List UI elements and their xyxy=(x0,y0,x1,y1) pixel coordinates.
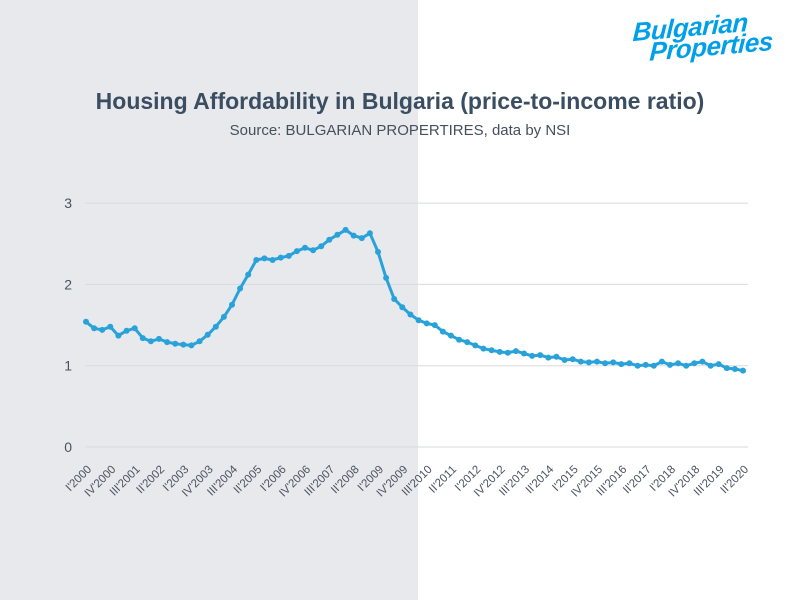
svg-text:II'2002: II'2002 xyxy=(134,464,167,497)
svg-text:3: 3 xyxy=(64,195,72,211)
svg-text:II'2020: II'2020 xyxy=(718,464,751,497)
svg-text:II'2014: II'2014 xyxy=(524,463,557,496)
svg-text:0: 0 xyxy=(64,439,72,455)
chart-title: Housing Affordability in Bulgaria (price… xyxy=(95,88,705,114)
svg-text:II'2005: II'2005 xyxy=(232,464,265,497)
svg-text:2: 2 xyxy=(64,276,72,292)
svg-text:II'2008: II'2008 xyxy=(329,464,362,497)
svg-text:II'2011: II'2011 xyxy=(427,464,459,496)
svg-text:1: 1 xyxy=(64,358,72,374)
chart-subtitle: Source: BULGARIAN PROPERTIRES, data by N… xyxy=(229,122,571,139)
bulgarian-properties-logo: Bulgarian Properties xyxy=(632,7,775,67)
svg-text:II'2017: II'2017 xyxy=(621,464,654,497)
